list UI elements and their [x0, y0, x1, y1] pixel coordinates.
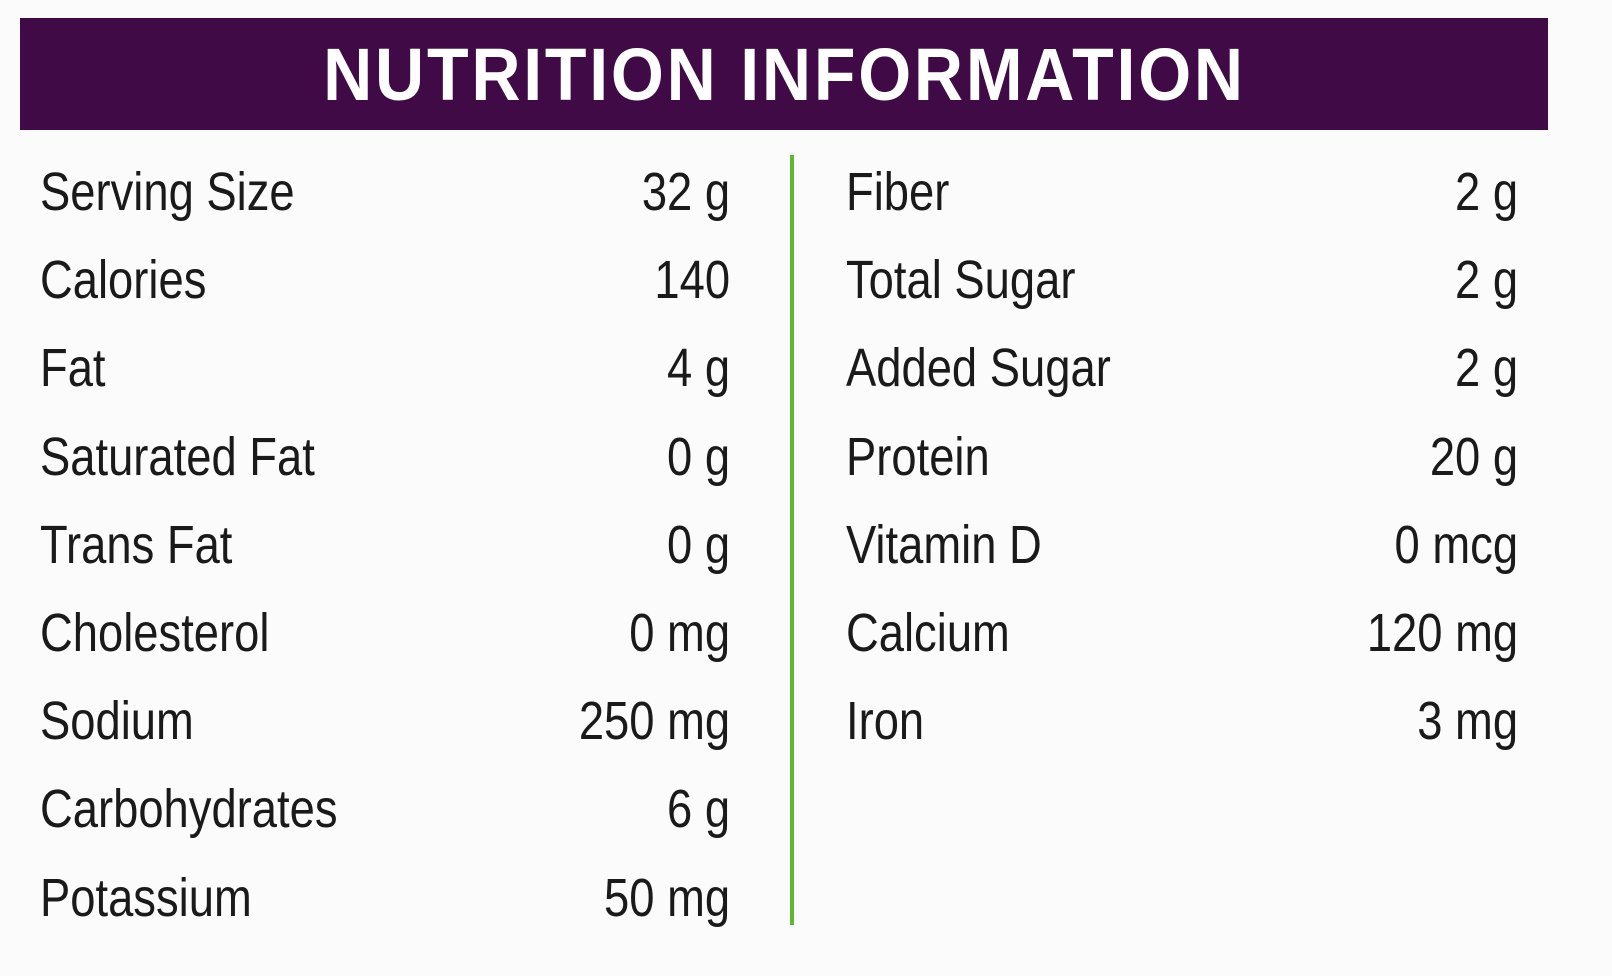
nutrient-label: Carbohydrates	[40, 779, 338, 840]
nutrient-label: Fat	[40, 338, 106, 399]
nutrient-label: Trans Fat	[40, 514, 233, 575]
nutrient-value: 2 g	[1454, 338, 1518, 399]
nutrient-label: Protein	[846, 426, 990, 487]
nutrient-label: Cholesterol	[40, 603, 270, 663]
title: NUTRITION INFORMATION	[322, 32, 1246, 116]
nutrient-label: Serving Size	[40, 162, 295, 222]
nutrient-label: Total Sugar	[846, 250, 1076, 311]
header-bar: NUTRITION INFORMATION	[20, 18, 1548, 130]
column-divider	[790, 155, 794, 925]
nutrient-label: Potassium	[40, 867, 252, 928]
nutrient-label: Saturated Fat	[40, 426, 315, 487]
nutrient-value: 50 mg	[603, 867, 730, 928]
nutrient-label: Calcium	[846, 603, 1010, 663]
nutrient-value: 6 g	[666, 779, 730, 840]
nutrient-value: 2 g	[1454, 162, 1518, 222]
nutrient-label: Added Sugar	[846, 338, 1111, 399]
nutrient-value: 3 mg	[1417, 691, 1518, 752]
nutrient-value: 250 mg	[578, 691, 730, 752]
nutrient-value: 0 g	[666, 426, 730, 487]
nutrient-label: Vitamin D	[846, 514, 1042, 575]
nutrient-value: 0 mcg	[1394, 514, 1518, 575]
nutrient-value: 120 mg	[1366, 603, 1518, 663]
nutrient-value: 4 g	[666, 338, 730, 399]
nutrient-label: Sodium	[40, 691, 194, 752]
nutrient-label: Fiber	[846, 162, 950, 222]
nutrient-value: 0 g	[666, 514, 730, 575]
nutrient-label: Calories	[40, 250, 207, 311]
nutrient-value: 20 g	[1429, 426, 1518, 487]
nutrient-value: 32 g	[641, 162, 730, 222]
nutrient-value: 0 mg	[629, 603, 730, 663]
nutrient-value: 140	[654, 250, 730, 311]
nutrient-label: Iron	[846, 691, 925, 752]
nutrient-value: 2 g	[1454, 250, 1518, 311]
